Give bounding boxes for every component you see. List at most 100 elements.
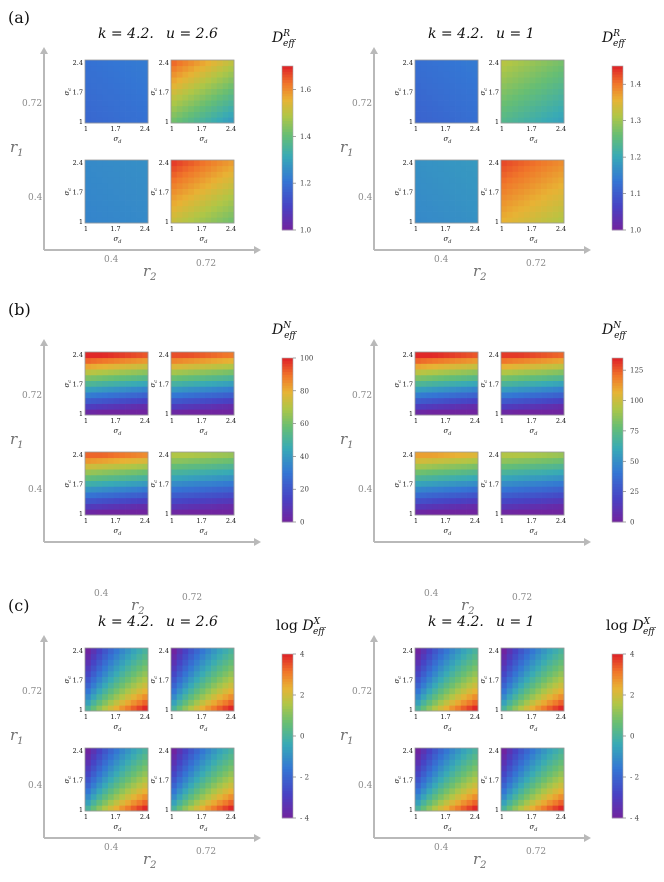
heatmap-cell xyxy=(449,111,456,118)
heatmap-cell xyxy=(176,200,183,207)
colorbar-segment xyxy=(612,782,623,786)
heatmap-cell xyxy=(96,386,103,393)
heatmap-frame xyxy=(170,59,235,124)
heatmap-cell xyxy=(455,463,462,470)
heatmap-cell xyxy=(176,82,183,89)
heatmap-cell xyxy=(102,452,109,459)
heatmap-x-tick: 1 xyxy=(500,713,504,721)
heatmap-cell xyxy=(130,374,137,381)
heatmap-cell xyxy=(506,177,513,184)
heatmap-cell xyxy=(512,699,519,706)
heatmap-cell xyxy=(102,71,109,78)
heatmap-cell xyxy=(541,374,548,381)
colorbar-tick-label: 1.0 xyxy=(300,227,311,235)
heatmap-cell xyxy=(119,699,126,706)
heatmap-cell xyxy=(216,211,223,218)
heatmap-cell xyxy=(119,409,126,416)
heatmap-cell xyxy=(523,194,530,201)
heatmap-cell xyxy=(228,770,235,777)
heatmap-cell xyxy=(449,182,456,189)
heatmap-cell xyxy=(182,469,189,476)
heatmap-cell xyxy=(552,94,559,101)
colorbar-segment xyxy=(282,812,293,816)
heatmap-cell xyxy=(228,160,235,167)
heatmap-cell xyxy=(171,705,178,712)
heatmap-cell xyxy=(558,503,565,510)
colorbar-segment xyxy=(612,153,623,157)
heatmap-cell xyxy=(472,486,479,493)
heatmap-cell xyxy=(90,457,97,464)
heatmap-cell xyxy=(211,117,218,124)
heatmap-cell xyxy=(432,409,439,416)
heatmap-cell xyxy=(426,65,433,72)
heatmap-cell xyxy=(512,759,519,766)
heatmap-x-tick: 1.7 xyxy=(440,813,450,821)
heatmap-cell xyxy=(113,352,120,359)
colorbar-segment xyxy=(282,453,293,457)
colorbar-segment xyxy=(612,68,623,72)
outer-x-tick: 0.72 xyxy=(196,259,216,269)
heatmap-cell xyxy=(541,217,548,224)
heatmap-cell xyxy=(426,171,433,178)
heatmap-cell xyxy=(85,100,92,107)
heatmap-cell xyxy=(512,693,519,700)
heatmap-cell xyxy=(541,770,548,777)
heatmap-y-tick: 1 xyxy=(165,118,169,126)
heatmap-cell xyxy=(523,509,530,516)
heatmap-cell xyxy=(420,705,427,712)
heatmap-cell xyxy=(182,693,189,700)
heatmap-cell xyxy=(518,753,525,760)
heatmap-cell xyxy=(176,665,183,672)
heatmap-cell xyxy=(460,397,467,404)
heatmap-cell xyxy=(529,171,536,178)
colorbar-segment xyxy=(612,787,623,792)
heatmap-cell xyxy=(199,759,206,766)
colorbar-segment xyxy=(612,164,623,168)
heatmap-cell xyxy=(420,357,427,364)
heatmap-cell xyxy=(449,100,456,107)
colorbar-segment xyxy=(612,804,623,808)
heatmap-cell xyxy=(529,165,536,172)
heatmap-cell xyxy=(506,463,513,470)
heatmap-cell xyxy=(193,474,200,481)
heatmap-cell xyxy=(426,474,433,481)
heatmap-cell xyxy=(228,492,235,499)
colorbar-segment xyxy=(282,689,293,693)
heatmap-cell xyxy=(142,211,149,218)
heatmap-cell xyxy=(558,688,565,695)
heatmap-cell xyxy=(512,503,519,510)
colorbar-segment xyxy=(612,491,623,496)
heatmap-cell xyxy=(228,71,235,78)
heatmap-cell xyxy=(443,770,450,777)
colorbar-segment xyxy=(612,87,623,91)
heatmap-cell xyxy=(420,480,427,487)
heatmap-cell xyxy=(205,497,212,504)
colorbar-segment xyxy=(282,437,293,441)
heatmap-cell xyxy=(512,463,519,470)
heatmap-cell xyxy=(432,392,439,399)
heatmap-cell xyxy=(182,380,189,387)
heatmap-cell xyxy=(420,188,427,195)
heatmap-cell xyxy=(102,77,109,84)
colorbar-segment xyxy=(612,385,623,389)
heatmap-cell xyxy=(222,670,229,677)
heatmap-cell xyxy=(228,194,235,201)
heatmap-cell xyxy=(205,71,212,78)
heatmap-cell xyxy=(193,117,200,124)
colorbar-segment xyxy=(282,785,293,789)
heatmap-cell xyxy=(216,77,223,84)
heatmap-cell xyxy=(512,793,519,800)
heatmap-cell xyxy=(472,805,479,812)
heatmap-cell xyxy=(415,693,422,700)
heatmap-cell xyxy=(119,100,126,107)
heatmap-cell xyxy=(136,77,143,84)
heatmap-y-label: σc xyxy=(149,188,159,196)
heatmap-cell xyxy=(205,117,212,124)
heatmap-cell xyxy=(546,374,553,381)
heatmap-cell xyxy=(199,665,206,672)
heatmap-cell xyxy=(222,682,229,689)
heatmap-y-tick: 1.7 xyxy=(159,677,169,685)
heatmap-cell xyxy=(449,105,456,112)
heatmap-cell xyxy=(437,452,444,459)
